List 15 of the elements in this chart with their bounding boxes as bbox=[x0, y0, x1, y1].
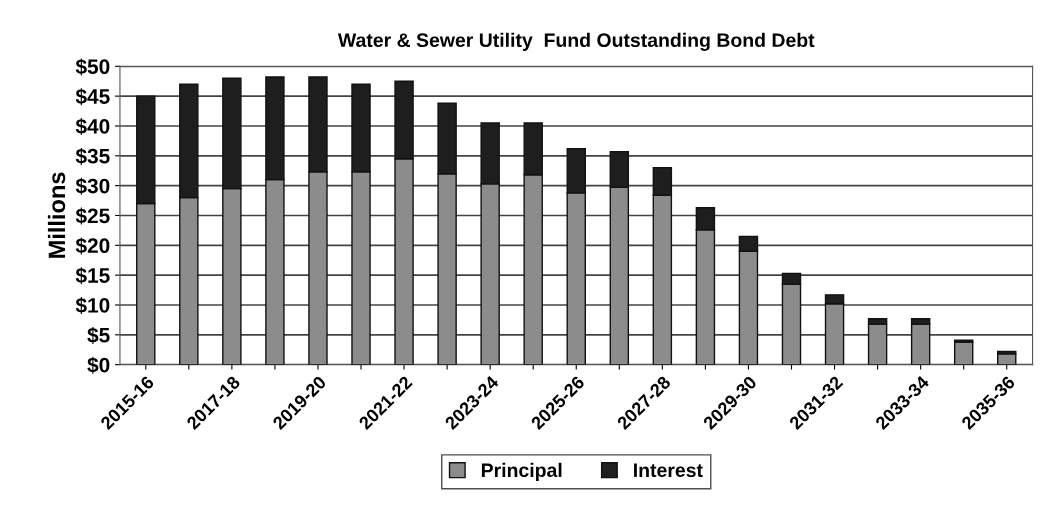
y-tick-label: $45 bbox=[75, 88, 110, 106]
chart-title: Water & Sewer Utility Fund Outstanding Bond Debt bbox=[337, 32, 815, 51]
y-tick-label: $15 bbox=[75, 267, 110, 285]
y-tick-label: $40 bbox=[75, 118, 110, 136]
y-tick-label: $30 bbox=[75, 177, 110, 195]
y-tick-label: $20 bbox=[75, 237, 110, 255]
y-tick-label: $10 bbox=[75, 297, 110, 315]
y-tick-label: $5 bbox=[87, 326, 110, 344]
y-tick-label: $25 bbox=[75, 207, 110, 225]
legend-label: Principal bbox=[481, 462, 562, 481]
legend-label: Interest bbox=[634, 463, 703, 478]
y-tick-label: $50 bbox=[75, 58, 110, 76]
y-tick-label: $0 bbox=[87, 356, 110, 374]
y-tick-label: $35 bbox=[75, 147, 110, 165]
y-axis-title: Millions bbox=[47, 172, 66, 258]
